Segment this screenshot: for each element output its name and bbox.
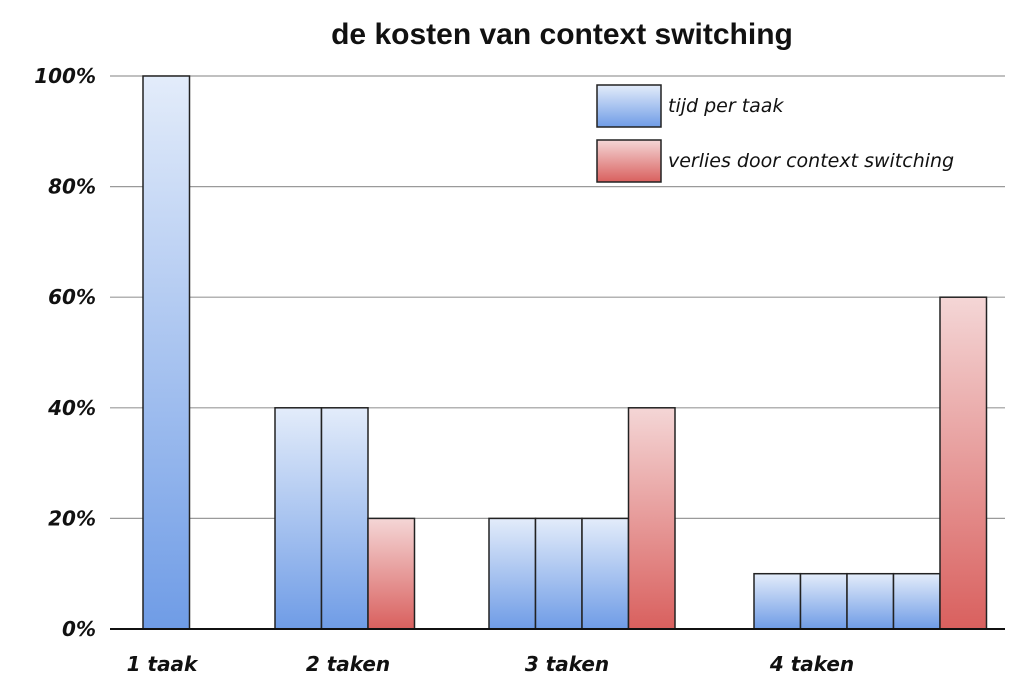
x-tick-label: 3 taken bbox=[525, 652, 609, 676]
y-tick-label: 0% bbox=[62, 617, 96, 641]
y-tick-label: 20% bbox=[48, 506, 96, 530]
gridlines bbox=[110, 75, 1005, 520]
bar bbox=[320, 407, 369, 630]
y-tick-label: 100% bbox=[34, 64, 96, 88]
bar bbox=[627, 407, 676, 630]
x-tick-label: 2 taken bbox=[306, 652, 390, 676]
bar bbox=[488, 517, 537, 630]
bar bbox=[274, 407, 323, 630]
legend: tijd per taak verlies door context switch… bbox=[596, 84, 954, 183]
x-tick-label: 4 taken bbox=[769, 652, 854, 676]
x-tick-label: 1 taak bbox=[127, 652, 199, 676]
x-axis-ticks: 1 taak 2 taken 3 taken 4 taken bbox=[127, 652, 855, 676]
bar bbox=[892, 572, 941, 630]
bars bbox=[142, 75, 988, 630]
legend-swatch bbox=[596, 84, 662, 128]
legend-label: verlies door context switching bbox=[668, 150, 954, 172]
y-tick-label: 80% bbox=[48, 175, 96, 199]
bar bbox=[142, 75, 191, 630]
y-axis-ticks: 0% 20% 40% 60% 80% 100% bbox=[34, 64, 96, 641]
legend-label: tijd per taak bbox=[668, 95, 784, 117]
legend-swatch bbox=[596, 139, 662, 183]
bar bbox=[581, 517, 630, 630]
bar bbox=[846, 572, 895, 630]
y-tick-label: 60% bbox=[48, 285, 96, 309]
bar bbox=[534, 517, 583, 630]
chart-title: de kosten van context switching bbox=[331, 18, 793, 51]
bar bbox=[753, 572, 802, 630]
bar bbox=[939, 296, 988, 630]
bar bbox=[799, 572, 848, 630]
bar bbox=[367, 517, 416, 630]
y-tick-label: 40% bbox=[47, 396, 96, 420]
